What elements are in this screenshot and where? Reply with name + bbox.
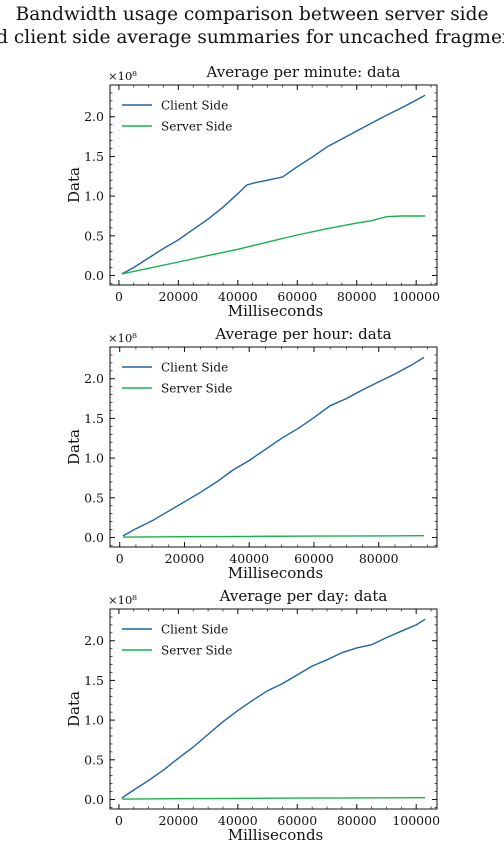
legend-entry: Server Side	[161, 120, 232, 134]
x-tick-label: 60000	[294, 551, 334, 566]
x-axis-label: Milliseconds	[228, 826, 324, 844]
x-tick-label: 60000	[277, 289, 317, 304]
y-tick-label: 1.5	[84, 673, 104, 688]
y-offset-label: ×10⁸	[108, 593, 137, 607]
x-tick-label: 40000	[218, 289, 258, 304]
x-tick-label: 20000	[165, 551, 205, 566]
x-tick-label: 0	[116, 551, 124, 566]
legend-entry: Client Side	[161, 99, 228, 113]
legend-entry: Server Side	[161, 382, 232, 396]
chart-panel-2: 0 20000 40000 60000 80000 0.0 0.5 1.0 1.5 2.0 Aver…	[65, 325, 438, 582]
y-tick-label: 0.5	[84, 228, 104, 243]
x-tick-label: 80000	[337, 813, 377, 828]
series-line-client-side	[121, 618, 426, 799]
y-tick-label: 0.0	[84, 792, 104, 807]
y-tick-label: 1.0	[84, 713, 104, 728]
series-line-server-side	[121, 215, 426, 275]
series-line-server-side	[122, 535, 425, 538]
x-tick-label: 100000	[392, 289, 440, 304]
y-offset-label: ×10⁸	[108, 69, 137, 83]
x-tick-label: 60000	[277, 813, 317, 828]
y-tick-label: 2.0	[84, 109, 104, 124]
panel-title: Average per hour: data	[214, 325, 391, 343]
y-tick-label: 1.5	[84, 149, 104, 164]
x-tick-label: 20000	[158, 813, 198, 828]
chart-panel-3: 0 20000 40000 60000 80000 100000 0.0 0.5 1.0 1.5 2…	[65, 587, 440, 844]
panel-title: Average per day: data	[219, 587, 388, 605]
y-axis-label: Data	[65, 691, 83, 727]
y-axis-label: Data	[65, 429, 83, 465]
x-tick-label: 40000	[218, 813, 258, 828]
y-tick-label: 1.5	[84, 411, 104, 426]
x-axis-label: Milliseconds	[228, 564, 324, 582]
legend-entry: Client Side	[161, 361, 228, 375]
y-tick-label: 2.0	[84, 633, 104, 648]
y-tick-label: 1.0	[84, 189, 104, 204]
y-tick-label: 0.0	[84, 530, 104, 545]
y-offset-label: ×10⁸	[108, 331, 137, 345]
legend-entry: Client Side	[161, 623, 228, 637]
figure-title-line-1: Bandwidth usage comparison between serve…	[16, 4, 489, 25]
y-tick-label: 0.5	[84, 752, 104, 767]
x-tick-label: 40000	[229, 551, 269, 566]
series-line-server-side	[121, 797, 426, 800]
x-tick-label: 0	[115, 289, 123, 304]
y-tick-label: 0.5	[84, 490, 104, 505]
chart-panel-1: 0 20000 40000 60000 80000 100000 0.0 0.5 1.0 1.5 2…	[65, 63, 440, 320]
panel-title: Average per minute: data	[206, 63, 401, 81]
legend-entry: Server Side	[161, 644, 232, 658]
x-tick-label: 20000	[158, 289, 198, 304]
y-tick-label: 0.0	[84, 268, 104, 283]
x-tick-label: 100000	[392, 813, 440, 828]
plot-frame	[109, 84, 438, 286]
y-tick-label: 1.0	[84, 451, 104, 466]
series-line-client-side	[121, 94, 426, 275]
figure-title-line-2: and client side average summaries for un…	[0, 27, 504, 48]
x-tick-label: 0	[115, 813, 123, 828]
y-axis-label: Data	[65, 167, 83, 203]
x-tick-label: 80000	[337, 289, 377, 304]
plot-frame	[109, 608, 438, 810]
x-tick-label: 80000	[359, 551, 399, 566]
plot-frame	[109, 346, 438, 548]
series-line-client-side	[122, 356, 425, 537]
x-axis-label: Milliseconds	[228, 302, 324, 320]
y-tick-label: 2.0	[84, 371, 104, 386]
